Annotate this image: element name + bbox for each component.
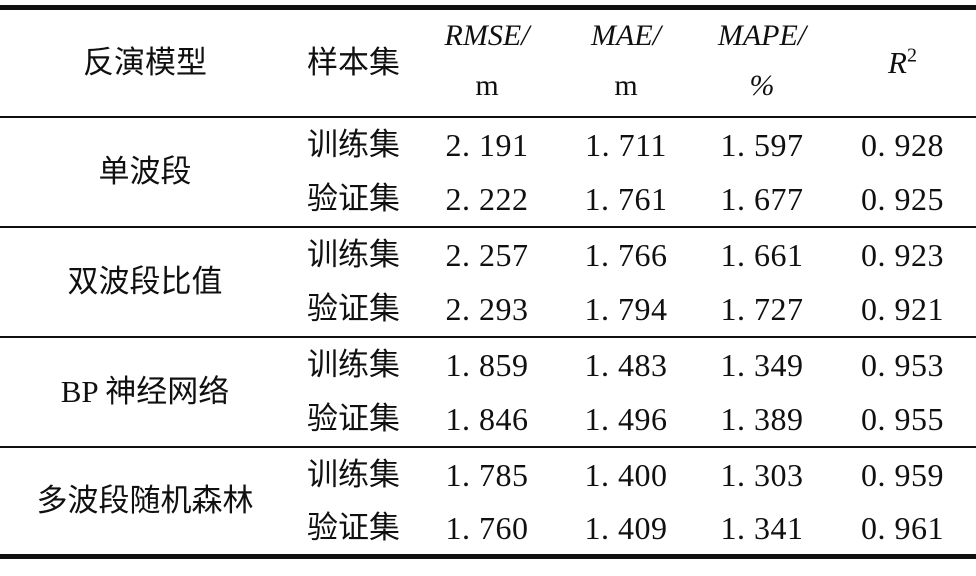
r2-cell: 0. 961 <box>861 509 944 546</box>
rmse-cell: 2. 257 <box>445 236 529 273</box>
mape-cell: 1. 341 <box>720 509 804 546</box>
table-header: 反演模型 样本集 RMSE/ m MAE/ m MAPE/ % <box>0 7 976 118</box>
sample-set-cell: 验证集 <box>307 510 400 546</box>
sample-set-cell: 训练集 <box>307 127 400 162</box>
mape-cell: 1. 349 <box>720 346 804 383</box>
sample-set-cell: 验证集 <box>290 281 417 338</box>
sample-set-cell: 验证集 <box>290 391 417 448</box>
table-row: 验证集 2. 293 1. 794 1. 727 0. 921 <box>0 281 976 338</box>
results-table: 反演模型 样本集 RMSE/ m MAE/ m MAPE/ % <box>0 5 976 559</box>
r2-cell: 0. 923 <box>861 236 944 273</box>
table-row: BP 神经网络 训练集 1. 859 1. 483 1. 349 0. 953 <box>0 336 976 448</box>
model-cell: 双波段比值 <box>0 226 290 338</box>
table-row: 验证集 1. 846 1. 496 1. 389 0. 955 <box>0 391 976 448</box>
mae-cell: 1. 496 <box>557 391 695 448</box>
mae-cell: 1. 711 <box>585 126 667 163</box>
rmse-cell: 2. 191 <box>445 126 529 163</box>
rmse-cell: 1. 846 <box>417 391 557 448</box>
rmse-cell: 2. 293 <box>417 281 557 338</box>
r2-cell: 0. 955 <box>829 391 976 448</box>
mape-cell: 1. 677 <box>695 171 829 228</box>
mape-cell: 1. 661 <box>720 236 804 273</box>
sample-set-cell: 训练集 <box>307 237 400 272</box>
table-row: 验证集 2. 222 1. 761 1. 677 0. 925 <box>0 171 976 228</box>
rmse-cell: 1. 760 <box>445 509 529 546</box>
header-rmse: RMSE/ m <box>417 7 557 118</box>
sample-set-cell: 验证集 <box>290 171 417 228</box>
r2-symbol: R2 <box>888 44 917 81</box>
rmse-cell: 1. 785 <box>445 456 529 493</box>
mape-unit: % <box>749 68 775 102</box>
mape-cell: 1. 303 <box>720 456 804 493</box>
table-row: 单波段 训练集 2. 191 1. 711 1. 597 0. 928 <box>0 116 976 228</box>
table-row: 多波段随机森林 训练集 1. 785 1. 400 1. 303 0. 959 <box>0 447 976 517</box>
header-sample-set: 样本集 <box>290 7 417 118</box>
model-cell: 单波段 <box>0 116 290 228</box>
mae-cell: 1. 766 <box>584 236 668 273</box>
header-mae: MAE/ m <box>557 7 695 118</box>
mape-label: MAPE/ <box>717 18 807 52</box>
mae-cell: 1. 761 <box>557 171 695 228</box>
model-cell: BP 神经网络 <box>0 336 290 448</box>
r2-cell: 0. 953 <box>861 346 944 383</box>
rmse-label: RMSE/ <box>444 18 530 52</box>
r2-superscript: 2 <box>906 44 917 67</box>
mae-cell: 1. 400 <box>584 456 668 493</box>
rmse-cell: 2. 222 <box>417 171 557 228</box>
mae-cell: 1. 483 <box>584 346 668 383</box>
r2-cell: 0. 925 <box>829 171 976 228</box>
header-row: 反演模型 样本集 RMSE/ m MAE/ m MAPE/ % <box>0 7 976 118</box>
r2-cell: 0. 928 <box>861 126 944 163</box>
rmse-unit: m <box>475 68 499 102</box>
r2-cell: 0. 921 <box>829 281 976 338</box>
model-cell: 多波段随机森林 <box>36 483 254 519</box>
mape-cell: 1. 389 <box>695 391 829 448</box>
mae-unit: m <box>614 68 638 102</box>
rmse-cell: 1. 859 <box>445 346 529 383</box>
mae-cell: 1. 409 <box>584 509 668 546</box>
mape-cell: 1. 727 <box>695 281 829 338</box>
mae-label: MAE/ <box>591 18 661 52</box>
header-model: 反演模型 <box>0 7 290 118</box>
mae-cell: 1. 794 <box>557 281 695 338</box>
mape-cell: 1. 597 <box>720 126 804 163</box>
header-mape: MAPE/ % <box>695 7 829 118</box>
sample-set-cell: 训练集 <box>307 347 400 382</box>
table-body: 单波段 训练集 2. 191 1. 711 1. 597 0. 928 验证集 … <box>0 116 976 557</box>
table-row: 验证集 1. 760 1. 409 1. 341 0. 961 <box>0 502 976 557</box>
r2-cell: 0. 959 <box>861 456 944 493</box>
header-r2: R2 <box>829 7 976 118</box>
sample-set-cell: 训练集 <box>307 457 400 492</box>
table-row: 双波段比值 训练集 2. 257 1. 766 1. 661 0. 923 <box>0 226 976 338</box>
